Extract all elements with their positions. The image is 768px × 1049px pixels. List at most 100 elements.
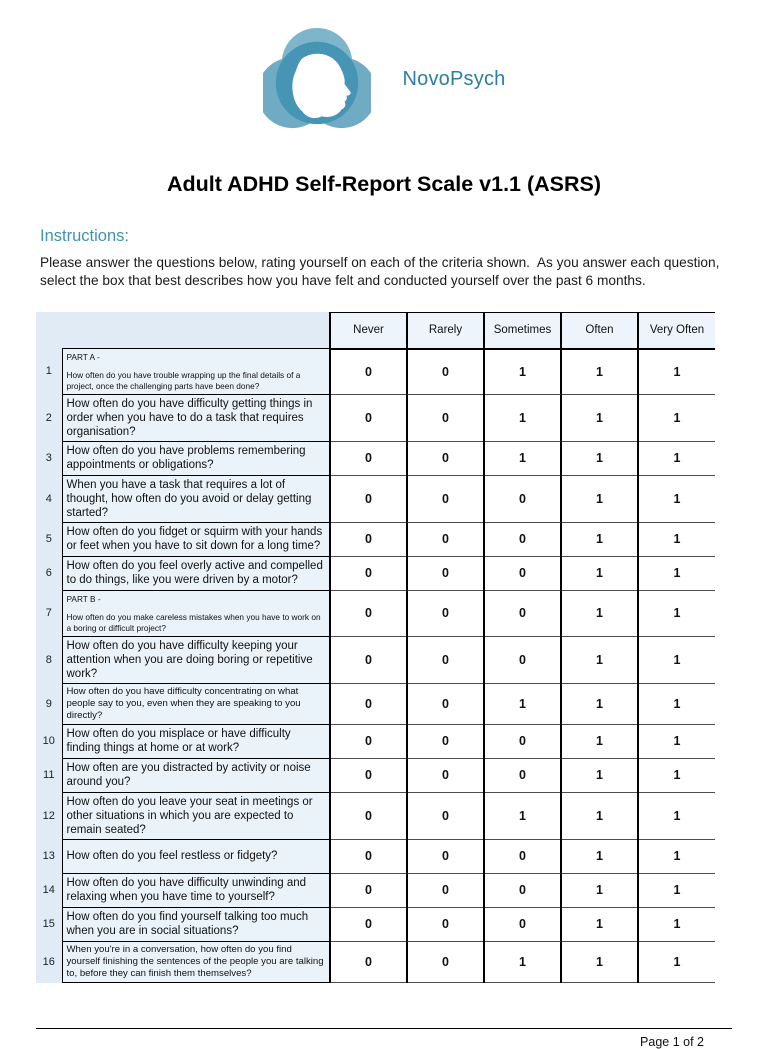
question-cell: How often do you have problems rememberi… [61, 440, 331, 476]
score-cell-very-often: 1 [637, 906, 715, 942]
header-corner [36, 312, 330, 349]
score-cell-never: 0 [329, 723, 408, 759]
score-cell-often: 1 [560, 723, 639, 759]
column-header-never: Never [329, 311, 408, 350]
question-row: 7 PART B - How often do you make careles… [36, 589, 715, 637]
question-row: 1 PART A - How often do you have trouble… [36, 348, 715, 395]
score-cell-sometimes: 1 [483, 348, 562, 395]
row-number: 3 [45, 452, 52, 465]
score-cell-sometimes: 0 [483, 906, 562, 942]
score-cell-often: 1 [560, 440, 639, 476]
row-number: 6 [45, 567, 52, 580]
question-text: How often do you have difficulty keeping… [66, 639, 313, 680]
question-cell: How often are you distracted by activity… [61, 757, 331, 793]
score-cell-rarely: 0 [406, 440, 485, 476]
score-cell-often: 1 [560, 635, 639, 684]
score-cell-very-often: 1 [637, 940, 715, 983]
score-cell-very-often: 1 [637, 723, 715, 759]
question-row: 5 How often do you fidget or squirm with… [36, 521, 715, 557]
score-cell-rarely: 0 [406, 521, 485, 557]
question-cell: How often do you misplace or have diffic… [61, 723, 331, 759]
question-row: 15 How often do you find yourself talkin… [36, 906, 715, 942]
score-cell-often: 1 [560, 348, 639, 395]
row-number: 15 [42, 918, 55, 931]
score-cell-never: 0 [329, 940, 408, 983]
score-cell-sometimes: 0 [483, 474, 562, 523]
score-cell-often: 1 [560, 872, 639, 908]
score-cell-often: 1 [560, 555, 639, 591]
question-row: 13 How often do you feel restless or fid… [36, 838, 715, 874]
score-cell-rarely: 0 [406, 589, 485, 637]
score-cell-never: 0 [329, 906, 408, 942]
question-cell: PART A - How often do you have trouble w… [61, 348, 331, 395]
logo: NovoPsych [0, 0, 768, 132]
score-cell-never: 0 [329, 440, 408, 476]
score-cell-rarely: 0 [406, 838, 485, 874]
questionnaire-table: Never Rarely Sometimes Often Very Often … [36, 311, 715, 983]
question-cell: How often do you have difficulty unwindi… [61, 872, 331, 908]
question-row: 14 How often do you have difficulty unwi… [36, 872, 715, 908]
score-cell-often: 1 [560, 757, 639, 793]
score-cell-sometimes: 1 [483, 791, 562, 840]
score-cell-very-often: 1 [637, 682, 715, 725]
question-text: How often are you distracted by activity… [66, 762, 311, 789]
row-number: 4 [45, 492, 52, 505]
score-cell-sometimes: 0 [483, 757, 562, 793]
score-cell-never: 0 [329, 348, 408, 395]
score-cell-sometimes: 0 [483, 521, 562, 557]
column-header-rarely: Rarely [406, 311, 485, 350]
question-row: 3 How often do you have problems remembe… [36, 440, 715, 476]
score-cell-never: 0 [329, 757, 408, 793]
score-cell-never: 0 [329, 791, 408, 840]
score-cell-sometimes: 0 [483, 872, 562, 908]
score-cell-sometimes: 0 [483, 589, 562, 637]
score-cell-never: 0 [329, 555, 408, 591]
score-cell-sometimes: 1 [483, 393, 562, 442]
question-text: How often do you have difficulty unwindi… [66, 877, 307, 904]
score-cell-very-often: 1 [637, 757, 715, 793]
question-text: How often do you have trouble wrapping u… [66, 370, 301, 392]
question-text: When you're in a conversation, how often… [66, 943, 324, 979]
question-row: 6 How often do you feel overly active an… [36, 555, 715, 591]
score-cell-sometimes: 1 [483, 682, 562, 725]
score-cell-never: 0 [329, 682, 408, 725]
column-header-often: Often [560, 311, 639, 350]
question-text: How often do you misplace or have diffic… [66, 728, 291, 755]
score-cell-rarely: 0 [406, 723, 485, 759]
score-cell-very-often: 1 [637, 348, 715, 395]
instructions-text: Please answer the questions below, ratin… [40, 255, 724, 288]
question-cell: PART B - How often do you make careless … [61, 589, 331, 637]
score-cell-very-often: 1 [637, 474, 715, 523]
question-text: How often do you make careless mistakes … [66, 612, 321, 633]
score-cell-often: 1 [560, 589, 639, 637]
header-row: Never Rarely Sometimes Often Very Often [36, 311, 715, 350]
column-header-sometimes: Sometimes [483, 311, 562, 350]
instructions-section: Instructions: Please answer the question… [40, 227, 728, 290]
score-cell-never: 0 [329, 872, 408, 908]
question-row: 4 When you have a task that requires a l… [36, 474, 715, 523]
row-number: 12 [42, 809, 55, 822]
question-cell: How often do you fidget or squirm with y… [61, 521, 331, 557]
row-number: 5 [45, 533, 52, 546]
question-cell: How often do you have difficulty concent… [61, 682, 331, 725]
question-cell: How often do you leave your seat in meet… [61, 791, 331, 840]
question-cell: How often do you find yourself talking t… [61, 906, 331, 942]
row-number: 7 [45, 607, 52, 620]
question-cell: How often do you have difficulty keeping… [61, 635, 331, 684]
score-cell-sometimes: 0 [483, 635, 562, 684]
score-cell-rarely: 0 [406, 635, 485, 684]
question-text: When you have a task that requires a lot… [66, 478, 312, 519]
brand-name: NovoPsych [402, 67, 506, 90]
score-cell-sometimes: 0 [483, 723, 562, 759]
row-number: 8 [45, 653, 52, 666]
score-cell-rarely: 0 [406, 791, 485, 840]
score-cell-sometimes: 1 [483, 440, 562, 476]
score-cell-sometimes: 0 [483, 838, 562, 874]
score-cell-rarely: 0 [406, 906, 485, 942]
page-footer: Page 1 of 2 [36, 1027, 732, 1049]
part-label: PART A - [66, 352, 100, 363]
score-cell-very-often: 1 [637, 393, 715, 442]
question-row: 16 When you're in a conversation, how of… [36, 940, 715, 983]
question-text: How often do you have problems rememberi… [66, 445, 306, 472]
score-cell-rarely: 0 [406, 757, 485, 793]
